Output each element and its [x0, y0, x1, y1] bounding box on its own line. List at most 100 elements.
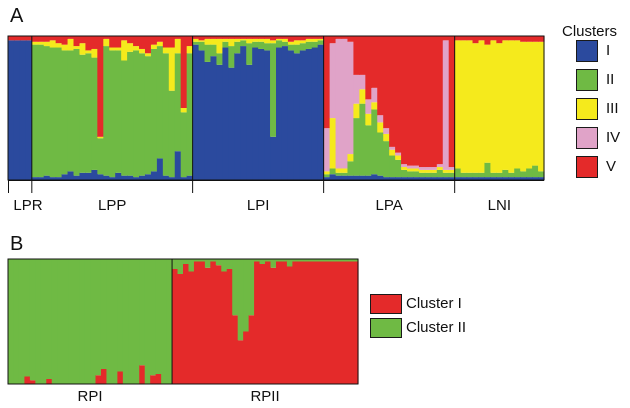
bar-segment-a-36-i [222, 47, 229, 180]
bar-segment-a-87-iii [526, 41, 533, 169]
panel-b-plot [7, 258, 359, 385]
bar-segment-a-7-ii [49, 47, 57, 178]
bar-segment-a-72-iii [436, 167, 444, 170]
bar-segment-a-70-i [424, 177, 432, 180]
legend-swatch-I [576, 40, 598, 62]
bar-segment-a-61-i [371, 174, 378, 180]
bar-segment-a-35-v [216, 36, 223, 39]
bar-segment-a-57-iv [347, 41, 355, 155]
bar-segment-a-17-v [109, 36, 116, 48]
bar-segment-b-39-cluster-i [221, 271, 228, 384]
bar-segment-a-73-iii [442, 169, 450, 173]
bar-segment-a-61-iv [371, 87, 378, 103]
bar-segment-a-55-ii [335, 172, 343, 176]
bar-segment-a-55-i [335, 175, 343, 180]
bar-segment-a-43-v [264, 36, 271, 39]
bar-segment-a-46-ii [281, 41, 289, 47]
bar-segment-a-38-iii [234, 38, 241, 42]
bar-segment-a-86-i [520, 177, 527, 180]
bar-segment-b-58-cluster-i [325, 261, 332, 384]
bar-segment-a-6-i [43, 175, 51, 180]
bar-segment-a-55-iv [335, 38, 343, 169]
bar-segment-b-53-cluster-i [297, 261, 304, 384]
bar-segment-a-80-i [484, 177, 491, 180]
bar-segment-a-44-i [270, 136, 277, 180]
bar-segment-a-55-iii [335, 168, 343, 173]
legend-a-item-V: V [576, 156, 616, 178]
bar-segment-a-88-v [532, 36, 539, 42]
bar-segment-a-86-v [520, 36, 527, 42]
bar-segment-a-37-i [228, 67, 235, 180]
bar-segment-a-32-v [198, 36, 206, 41]
bar-segment-a-34-i [210, 56, 218, 180]
bar-segment-a-11-i [73, 175, 81, 180]
bar-segment-a-42-v [258, 36, 265, 39]
bar-segment-b-62-cluster-ii [347, 259, 354, 262]
bar-segment-a-79-iii [478, 40, 486, 173]
bar-segment-b-33-cluster-i [188, 271, 195, 384]
bar-segment-a-57-i [347, 175, 355, 180]
bar-segment-a-79-v [478, 36, 486, 41]
bar-segment-a-67-i [407, 177, 414, 180]
bar-segment-b-31-cluster-i [177, 274, 184, 384]
bar-segment-a-29-iii [180, 108, 188, 113]
bar-segment-a-40-ii [246, 43, 253, 65]
bar-segment-a-61-iii [371, 102, 378, 110]
bar-segment-b-46-cluster-i [259, 264, 266, 384]
bar-segment-a-76-iii [460, 40, 468, 173]
bar-segment-a-70-v [424, 36, 432, 168]
bar-segment-b-45-cluster-ii [254, 259, 261, 262]
bar-segment-a-77-iii [466, 40, 474, 173]
bar-segment-a-89-ii [538, 171, 545, 178]
population-label-lpa: LPA [375, 197, 403, 214]
legend-a-item-I: I [576, 40, 610, 62]
bar-segment-b-36-cluster-ii [204, 259, 211, 268]
bar-segment-a-23-i [144, 174, 152, 180]
bar-segment-a-52-ii [317, 40, 325, 45]
bar-segment-a-66-iv [401, 164, 408, 168]
bar-segment-b-60-cluster-ii [336, 259, 343, 262]
bar-segment-a-56-iv [341, 38, 349, 169]
bar-segment-a-45-iii [276, 38, 283, 41]
bar-segment-a-23-iii [144, 53, 152, 57]
bar-segment-b-12-cluster-ii [73, 259, 80, 384]
bar-segment-a-14-v [91, 36, 98, 49]
bar-segment-a-81-i [490, 177, 497, 180]
bar-segment-a-36-ii [222, 41, 229, 48]
bar-segment-a-12-i [79, 172, 87, 180]
bar-segment-a-34-v [210, 36, 218, 39]
bar-segment-a-25-v [156, 36, 164, 42]
bar-segment-b-45-cluster-i [254, 261, 261, 384]
bar-segment-b-54-cluster-i [303, 261, 310, 384]
bar-segment-b-9-cluster-ii [57, 259, 64, 384]
bar-segment-a-70-ii [424, 172, 432, 178]
bar-segment-b-47-cluster-ii [265, 259, 272, 262]
bar-segment-b-24-cluster-ii [139, 259, 146, 366]
bar-segment-a-50-v [305, 36, 313, 39]
bar-segment-a-19-i [121, 175, 128, 180]
bar-segment-a-31-iii [192, 38, 200, 42]
bar-segment-a-84-v [508, 36, 515, 41]
bar-segment-a-88-ii [532, 165, 539, 178]
bar-segment-a-14-iii [91, 48, 98, 58]
bar-segment-a-21-v [133, 36, 140, 47]
bar-segment-a-33-ii [204, 44, 212, 62]
bar-segment-a-64-iii [389, 149, 396, 156]
bar-segment-a-60-ii [365, 125, 372, 176]
bar-segment-a-13-i [85, 172, 92, 180]
bar-segment-a-61-v [371, 36, 378, 88]
bar-segment-a-42-iii [258, 38, 265, 42]
bar-segment-b-4-cluster-i [29, 380, 36, 384]
bar-segment-a-4-i [31, 177, 39, 180]
bar-segment-a-67-v [407, 36, 414, 166]
bar-segment-b-1-cluster-ii [13, 259, 20, 384]
bar-segment-a-59-iv [359, 74, 366, 90]
bar-segment-a-13-ii [85, 53, 92, 173]
bar-segment-a-37-ii [228, 46, 235, 68]
bar-segment-a-75-iii [454, 40, 462, 169]
bar-segment-a-47-i [287, 50, 295, 181]
bar-segment-a-72-v [436, 36, 444, 165]
bar-segment-a-69-iv [418, 167, 426, 170]
bar-segment-b-26-cluster-i [150, 375, 157, 384]
bar-segment-a-65-iii [395, 155, 402, 160]
